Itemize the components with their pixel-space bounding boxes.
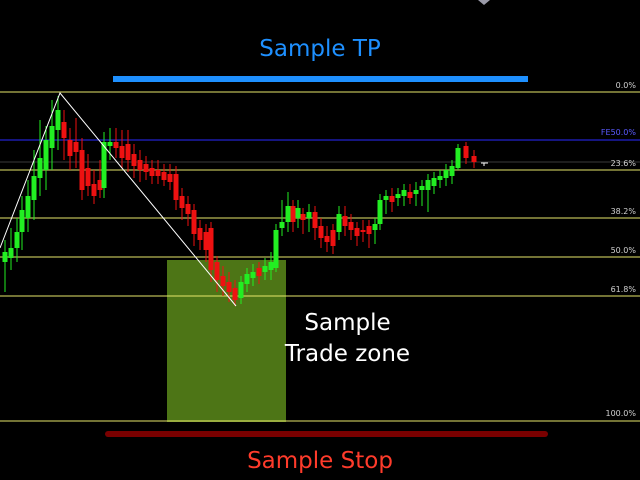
candle-body-32 bbox=[191, 210, 197, 234]
candle-body-62 bbox=[366, 226, 372, 234]
candle-body-4 bbox=[25, 196, 31, 218]
candle-body-65 bbox=[383, 196, 389, 200]
candle-body-20 bbox=[119, 146, 125, 158]
candle-body-54 bbox=[318, 226, 324, 238]
candle-body-77 bbox=[455, 148, 461, 168]
candle-body-28 bbox=[167, 174, 173, 182]
zigzag-line bbox=[0, 92, 237, 307]
fib-label-38-2: 38.2% bbox=[610, 207, 636, 216]
candle-body-3 bbox=[19, 210, 25, 232]
candle-body-5 bbox=[31, 176, 37, 200]
stop-loss-bar bbox=[105, 431, 548, 437]
candle-body-71 bbox=[419, 186, 425, 190]
candle-body-67 bbox=[395, 194, 401, 198]
candle-body-27 bbox=[161, 172, 167, 180]
candle-body-35 bbox=[208, 228, 214, 270]
candle-body-59 bbox=[348, 222, 354, 230]
candle-body-74 bbox=[437, 176, 443, 180]
candle-body-25 bbox=[149, 168, 155, 176]
candle-body-15 bbox=[91, 184, 97, 196]
candle-body-78 bbox=[463, 146, 469, 158]
candle-body-37 bbox=[220, 276, 226, 286]
candle-body-73 bbox=[431, 178, 437, 186]
candle-body-13 bbox=[79, 150, 85, 190]
candle-body-2 bbox=[14, 232, 20, 248]
candle-body-70 bbox=[413, 190, 419, 194]
candle-body-29 bbox=[173, 174, 179, 200]
candle-body-26 bbox=[155, 170, 161, 176]
fe-label: FE50.0% bbox=[600, 128, 636, 137]
take-profit-label: Sample TP bbox=[259, 36, 381, 62]
candle-body-52 bbox=[306, 212, 312, 218]
candle-body-57 bbox=[336, 214, 342, 232]
stop-loss-label: Sample Stop bbox=[247, 448, 393, 474]
candle-body-7 bbox=[43, 140, 49, 170]
candle-body-72 bbox=[425, 180, 431, 190]
candle-body-0 bbox=[2, 252, 8, 262]
candle-body-56 bbox=[330, 230, 336, 246]
candle-body-46 bbox=[273, 230, 279, 268]
candle-body-69 bbox=[407, 192, 413, 198]
candle-body-12 bbox=[73, 142, 79, 152]
candle-body-61 bbox=[360, 230, 366, 232]
candle-body-9 bbox=[55, 110, 61, 130]
candle-body-51 bbox=[300, 214, 306, 220]
candle-body-10 bbox=[61, 122, 67, 138]
candle-body-79 bbox=[471, 156, 477, 162]
trade-zone-label-line1: Sample bbox=[304, 310, 391, 336]
top-marker-icon bbox=[478, 0, 490, 5]
candle-body-44 bbox=[262, 266, 268, 272]
candle-body-60 bbox=[354, 228, 360, 236]
candle-body-1 bbox=[8, 248, 14, 258]
fib-label-50: 50.0% bbox=[610, 246, 636, 255]
candle-body-24 bbox=[143, 164, 149, 172]
candle-body-16 bbox=[97, 180, 103, 190]
candle-body-43 bbox=[256, 268, 262, 276]
candle-body-39 bbox=[232, 288, 238, 300]
candle-body-63 bbox=[372, 224, 378, 230]
candle-body-18 bbox=[107, 142, 113, 146]
candle-body-40 bbox=[238, 282, 244, 298]
candle-body-8 bbox=[49, 126, 55, 148]
candle-body-48 bbox=[285, 206, 291, 222]
candle-body-42 bbox=[250, 272, 256, 278]
candle-body-22 bbox=[131, 154, 137, 166]
candle-body-47 bbox=[279, 222, 285, 228]
candle-body-38 bbox=[226, 282, 232, 292]
candle-body-45 bbox=[268, 262, 274, 270]
candle-body-49 bbox=[290, 206, 296, 222]
candle-body-34 bbox=[203, 232, 209, 250]
candle-body-31 bbox=[185, 204, 191, 214]
candle-body-14 bbox=[85, 168, 91, 186]
candle-body-6 bbox=[37, 158, 43, 178]
candle-body-30 bbox=[179, 196, 185, 208]
candle-body-36 bbox=[214, 262, 220, 280]
fib-label-0: 0.0% bbox=[615, 81, 636, 90]
take-profit-bar bbox=[113, 76, 528, 82]
candle-body-41 bbox=[244, 274, 250, 284]
candle-body-58 bbox=[342, 216, 348, 226]
candle-body-50 bbox=[295, 208, 301, 218]
candle-body-76 bbox=[449, 166, 455, 176]
candle-body-21 bbox=[125, 144, 131, 160]
candle-body-53 bbox=[312, 212, 318, 228]
candle-body-66 bbox=[389, 196, 395, 202]
candle-body-64 bbox=[377, 200, 383, 224]
fib-label-23-6: 23.6% bbox=[610, 159, 636, 168]
candle-body-11 bbox=[67, 140, 73, 156]
candle-body-33 bbox=[197, 228, 203, 240]
trade-zone-label: Sample Trade zone bbox=[270, 308, 425, 370]
candle-body-23 bbox=[137, 160, 143, 170]
fib-label-100: 100.0% bbox=[605, 409, 636, 418]
fib-label-61-8: 61.8% bbox=[610, 285, 636, 294]
candle-body-17 bbox=[101, 142, 107, 188]
candle-body-19 bbox=[113, 142, 119, 148]
candle-body-68 bbox=[401, 190, 407, 196]
candle-body-55 bbox=[324, 236, 330, 242]
candle-body-75 bbox=[443, 170, 449, 178]
trade-zone-label-line2: Trade zone bbox=[284, 341, 411, 367]
